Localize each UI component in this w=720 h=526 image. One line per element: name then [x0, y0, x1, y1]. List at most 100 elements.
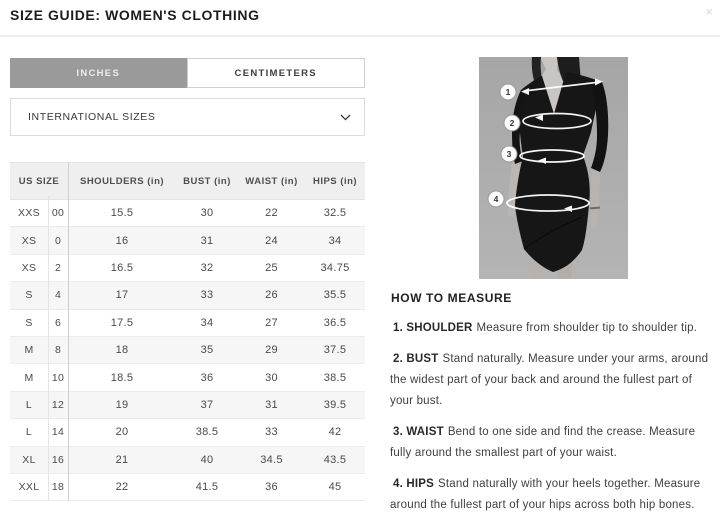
size-letter-cell: M	[10, 363, 48, 392]
measurement-value-cell: 24	[238, 226, 306, 255]
chevron-down-icon	[340, 114, 351, 121]
measurement-value-cell: 29	[238, 336, 306, 365]
measurement-value-cell: 38.5	[305, 363, 366, 392]
measurement-value-cell: 15.5	[68, 199, 177, 228]
close-icon[interactable]: ×	[705, 4, 713, 19]
measurement-value-cell: 33	[238, 418, 306, 447]
international-sizes-dropdown[interactable]: INTERNATIONAL SIZES	[10, 98, 365, 136]
how-to-measure-section: HOW TO MEASURE 1. SHOULDER Measure from s…	[390, 291, 718, 526]
tab-inches[interactable]: INCHES	[10, 58, 187, 88]
size-number-cell: 12	[48, 391, 69, 420]
measurement-value-cell: 34	[305, 226, 366, 255]
size-number-cell: 10	[48, 363, 69, 392]
measurement-value-cell: 25	[238, 254, 306, 283]
measurement-value-cell: 31	[176, 226, 239, 255]
size-letter-cell: XS	[10, 226, 48, 255]
measurement-value-cell: 33	[176, 281, 239, 310]
page-title: SIZE GUIDE: WOMEN'S CLOTHING	[10, 7, 260, 23]
col-header-us-size: US SIZE	[10, 162, 69, 200]
measurement-value-cell: 19	[68, 391, 177, 420]
step-label: 1. SHOULDER	[393, 322, 473, 334]
size-number-cell: 16	[48, 446, 69, 474]
measurement-value-cell: 37	[176, 391, 239, 420]
size-number-cell: 6	[48, 309, 69, 337]
measurement-arrowheads	[521, 78, 603, 212]
step-text: Measure from shoulder tip to shoulder ti…	[476, 322, 698, 334]
size-table: US SIZE SHOULDERS (in) BUST (in) WAIST (…	[10, 162, 366, 502]
measurement-value-cell: 36.5	[305, 309, 366, 337]
size-letter-cell: XS	[10, 254, 48, 283]
svg-text:1: 1	[506, 87, 511, 97]
table-row: L 12 19 37 31 39.5	[10, 391, 366, 420]
table-divider-light	[48, 196, 49, 502]
measurement-value-cell: 27	[238, 309, 306, 337]
measurement-value-cell: 43.5	[305, 446, 366, 474]
how-to-measure-heading: HOW TO MEASURE	[391, 291, 512, 305]
table-header-row: US SIZE SHOULDERS (in) BUST (in) WAIST (…	[10, 162, 366, 200]
step-label: 2. BUST	[393, 353, 439, 365]
table-row: S 4 17 33 26 35.5	[10, 281, 366, 310]
measurement-value-cell: 36	[176, 363, 239, 392]
table-divider-strong	[68, 162, 69, 502]
table-row: XXS 00 15.5 30 22 32.5	[10, 199, 366, 228]
measurement-value-cell: 18	[68, 336, 177, 365]
measurement-value-cell: 31	[238, 391, 306, 420]
table-row: XL 16 21 40 34.5 43.5	[10, 446, 366, 474]
unit-tabs: INCHES CENTIMETERS	[10, 58, 365, 88]
size-guide-figure-image: 1 2 3 4	[479, 57, 628, 279]
measurement-value-cell: 36	[238, 473, 306, 502]
measurement-value-cell: 40	[176, 446, 239, 474]
size-letter-cell: L	[10, 418, 48, 447]
step-label: 3. WAIST	[393, 426, 444, 438]
measure-step-hips: 4. HIPS Stand naturally with your heels t…	[390, 474, 718, 516]
measurement-value-cell: 32	[176, 254, 239, 283]
measurement-lines	[506, 81, 601, 212]
measurement-value-cell: 26	[238, 281, 306, 310]
measurement-value-cell: 38.5	[176, 418, 239, 447]
size-letter-cell: S	[10, 309, 48, 337]
col-header-shoulders: SHOULDERS (in)	[68, 162, 177, 200]
measure-step-waist: 3. WAIST Bend to one side and find the cr…	[390, 422, 718, 464]
measurement-value-cell: 34.75	[305, 254, 366, 283]
measure-step-shoulder: 1. SHOULDER Measure from shoulder tip to …	[390, 318, 718, 339]
measurement-value-cell: 32.5	[305, 199, 366, 228]
marker-4-hips: 4	[487, 190, 505, 208]
measurement-value-cell: 35.5	[305, 281, 366, 310]
size-table-body: XXS 00 15.5 30 22 32.5 XS 0 16 31 24 34 XS 2 16.5 32 25 3…	[10, 199, 366, 502]
col-header-hips: HIPS (in)	[305, 162, 366, 200]
measurement-value-cell: 30	[238, 363, 306, 392]
measurement-value-cell: 42	[305, 418, 366, 447]
measurement-value-cell: 18.5	[68, 363, 177, 392]
size-number-cell: 2	[48, 254, 69, 283]
measurement-value-cell: 45	[305, 473, 366, 502]
measurement-value-cell: 22	[68, 473, 177, 502]
measure-step-bust: 2. BUST Stand naturally. Measure under yo…	[390, 349, 718, 412]
step-text: Bend to one side and find the crease. Me…	[390, 426, 696, 459]
table-row: M 10 18.5 36 30 38.5	[10, 363, 366, 392]
measurement-value-cell: 30	[176, 199, 239, 228]
measurement-value-cell: 16.5	[68, 254, 177, 283]
measurement-value-cell: 37.5	[305, 336, 366, 365]
measurement-value-cell: 17	[68, 281, 177, 310]
tab-centimeters[interactable]: CENTIMETERS	[186, 58, 365, 88]
size-letter-cell: L	[10, 391, 48, 420]
dress-silhouette	[515, 72, 602, 272]
size-number-cell: 4	[48, 281, 69, 310]
measurement-figure: 1 2 3 4	[479, 57, 628, 279]
measurement-value-cell: 21	[68, 446, 177, 474]
table-row: XS 2 16.5 32 25 34.75	[10, 254, 366, 283]
step-text: Stand naturally. Measure under your arms…	[390, 353, 709, 407]
measurement-value-cell: 34.5	[238, 446, 306, 474]
marker-1-shoulder: 1	[499, 83, 517, 101]
table-row: M 8 18 35 29 37.5	[10, 336, 366, 365]
table-row: XXL 18 22 41.5 36 45	[10, 473, 366, 502]
size-number-cell: 8	[48, 336, 69, 365]
size-letter-cell: XL	[10, 446, 48, 474]
col-header-waist: WAIST (in)	[238, 162, 306, 200]
measurement-value-cell: 39.5	[305, 391, 366, 420]
size-number-cell: 14	[48, 418, 69, 447]
dropdown-value: INTERNATIONAL SIZES	[28, 111, 156, 123]
size-number-cell: 00	[48, 199, 69, 228]
measurement-value-cell: 22	[238, 199, 306, 228]
table-row: S 6 17.5 34 27 36.5	[10, 309, 366, 337]
